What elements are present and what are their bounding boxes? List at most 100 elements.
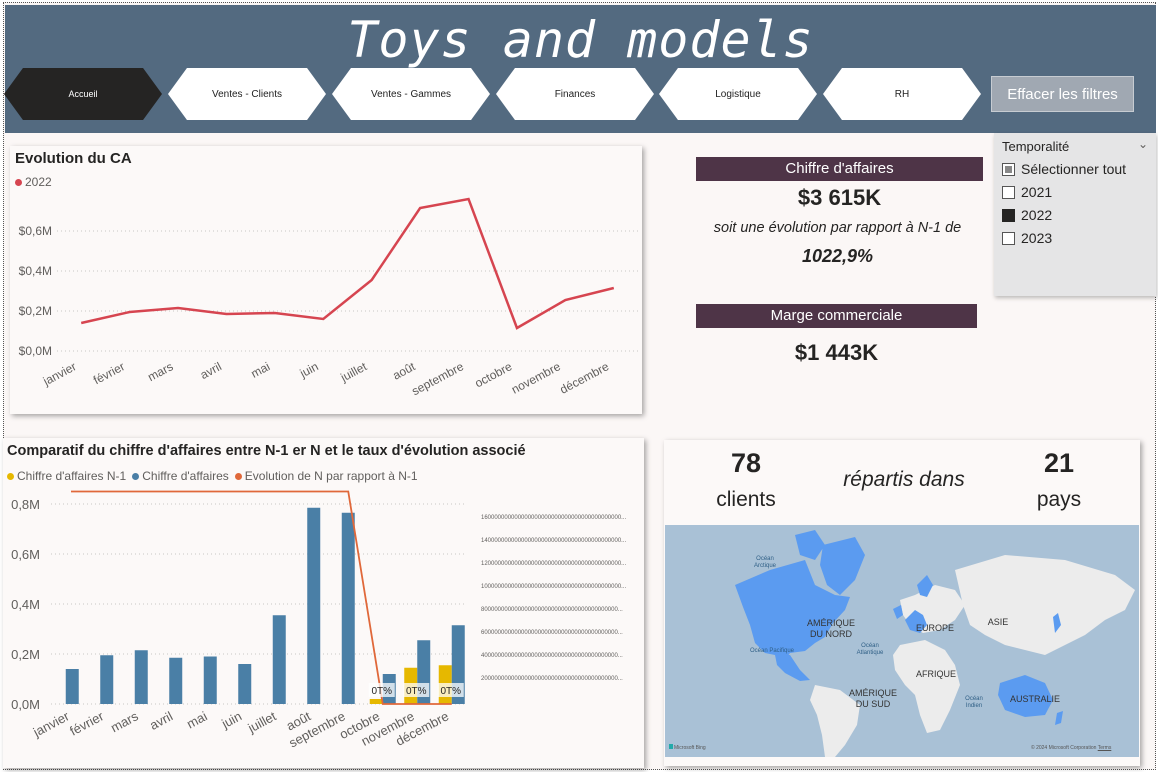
ca-evolution-card: Evolution du CA 2022 $0,0M $0,2M $0,4M $0,6… — [10, 146, 642, 414]
x-tick-label: novembre — [509, 359, 563, 397]
compare-chart-legend: Chiffre d'affaires N-1 Chiffre d'affaire… — [7, 469, 418, 483]
slicer-item-label: 2023 — [1021, 230, 1053, 246]
bar-ca[interactable] — [341, 512, 355, 704]
x-tick-label: octobre — [472, 359, 514, 390]
x-tick-label: juin — [218, 708, 244, 731]
nav-button-logistique[interactable]: Logistique — [659, 68, 817, 120]
bar-ca[interactable] — [307, 507, 321, 704]
bar-ca[interactable] — [238, 664, 252, 704]
bar-ca[interactable] — [272, 615, 286, 704]
data-label-bg — [437, 683, 464, 697]
y2-tick-label: 1000000000000000000000000000000000000000… — [481, 584, 626, 590]
chevron-down-icon[interactable]: ⌄ — [1137, 137, 1148, 151]
clients-label: clients — [716, 488, 776, 511]
ca-kpi-value: $3 615K — [797, 185, 882, 210]
countries-count: 21 — [1043, 448, 1075, 478]
y-tick-label: $0,2M — [19, 304, 52, 318]
legend-dot — [7, 473, 14, 481]
clear-filters-button[interactable]: Effacer les filtres — [991, 76, 1134, 112]
legend-item-ca[interactable]: Chiffre d'affaires — [132, 469, 229, 483]
evolution-line[interactable] — [71, 490, 452, 705]
land-greenland — [820, 537, 865, 595]
bar-ca[interactable] — [134, 650, 148, 704]
terms-link[interactable]: Terms — [1097, 745, 1112, 751]
x-tick-label: août — [390, 359, 418, 383]
legend-label: Chiffre d'affaires N-1 — [17, 469, 127, 483]
nav-button-rh[interactable]: RH — [823, 68, 981, 120]
map-label-indian: Océan — [965, 696, 983, 702]
map-label-pacific: Océan Pacifique — [750, 648, 795, 654]
land-canada-arctic — [795, 530, 825, 560]
copyright-text: © 2024 Microsoft Corporation — [1031, 745, 1097, 751]
map-label-australia: AUSTRALIE — [1010, 694, 1060, 704]
nav-button-ventes-clients[interactable]: Ventes - Clients — [168, 68, 326, 120]
land-north-america — [735, 560, 850, 663]
clients-count: 78 — [730, 448, 762, 478]
marge-kpi-label: Marge commerciale — [696, 304, 977, 328]
data-label-bg — [368, 683, 395, 697]
y-tick-label: 0,2M — [11, 647, 40, 662]
slicer-item-1[interactable]: 2021 — [1002, 184, 1052, 200]
legend-item-2022[interactable]: 2022 — [15, 175, 52, 189]
map-label-africa: AFRIQUE — [916, 669, 956, 679]
x-tick-label: juillet — [245, 708, 279, 736]
slicer-item-0[interactable]: Sélectionner tout — [1002, 161, 1126, 177]
app-title: Toys and models — [347, 11, 814, 69]
slicer-item-3[interactable]: 2023 — [1002, 230, 1052, 246]
map-label-south-america: AMÉRIQUE — [849, 688, 897, 698]
y2-tick-label: 6000000000000000000000000000000000000000… — [481, 630, 623, 636]
x-tick-label: juillet — [338, 359, 370, 385]
land-europe-highlight — [893, 575, 933, 633]
bar-ca[interactable] — [169, 657, 183, 704]
bar-ca[interactable] — [203, 656, 217, 705]
compare-combo-chart[interactable]: 0,0M 0,2M 0,4M 0,6M 0,8M 20000000000000000000… — [3, 438, 644, 768]
checkbox-icon[interactable] — [1002, 231, 1015, 245]
legend-item-ca-n1[interactable]: Chiffre d'affaires N-1 — [7, 469, 126, 483]
ca-line-chart[interactable]: $0,0M $0,2M $0,4M $0,6M janvier février mars av… — [10, 146, 642, 414]
map-label-atlantic: Océan — [861, 643, 879, 649]
map-label-north-america: DU NORD — [810, 629, 852, 639]
land-japan — [1053, 613, 1061, 633]
ca-kpi-label: Chiffre d'affaires — [696, 157, 983, 181]
bar-ca[interactable] — [100, 655, 114, 704]
land-mexico — [775, 655, 810, 681]
ca-chart-legend: 2022 — [15, 175, 52, 189]
x-tick-label: avril — [147, 708, 175, 732]
map-label-indian: Indien — [966, 703, 982, 709]
clients-map-card: 78 clients répartis dans 21 pays Océan Ar… — [664, 440, 1140, 766]
x-tick-label: janvier — [30, 708, 72, 740]
y-tick-label: $0,6M — [19, 224, 52, 238]
bing-logo-icon — [669, 744, 673, 749]
legend-dot — [234, 473, 242, 481]
slicer-item-2[interactable]: 2022 — [1002, 207, 1052, 223]
nav-button-ventes-gammes[interactable]: Ventes - Gammes — [332, 68, 490, 120]
bar-ca[interactable] — [65, 669, 79, 704]
x-tick-label: mars — [108, 708, 141, 735]
checkbox-icon[interactable] — [1002, 185, 1015, 199]
y-tick-label: 0,8M — [11, 497, 40, 512]
nav-button-accueil[interactable]: Accueil — [4, 68, 162, 120]
data-label-bg — [403, 683, 430, 697]
land-south-america — [810, 685, 860, 757]
y2-tick-label: 4000000000000000000000000000000000000000… — [481, 653, 623, 659]
x-tick-label: février — [91, 359, 127, 387]
legend-dot — [132, 473, 140, 481]
marge-kpi-value: $1 443K — [794, 340, 879, 365]
ca-chart-title: Evolution du CA — [15, 150, 132, 167]
bar-ca-n1[interactable] — [369, 699, 383, 704]
land-nz — [1055, 711, 1063, 725]
map-label-north-america: AMÉRIQUE — [807, 618, 855, 628]
x-tick-label: décembre — [558, 359, 612, 397]
map-attribution: Microsoft Bing — [669, 744, 706, 751]
map-label-arctic: Océan — [756, 556, 774, 562]
checkbox-icon[interactable] — [1002, 208, 1015, 222]
y-tick-label: 0,6M — [11, 547, 40, 562]
x-tick-label: février — [67, 708, 107, 739]
map-label-atlantic: Atlantique — [857, 650, 884, 656]
nav-button-finances[interactable]: Finances — [496, 68, 654, 120]
legend-item-evolution[interactable]: Evolution de N par rapport à N-1 — [234, 469, 418, 483]
series-line-2022[interactable] — [80, 197, 615, 330]
legend-dot — [15, 179, 22, 187]
checkbox-icon[interactable] — [1002, 162, 1015, 176]
